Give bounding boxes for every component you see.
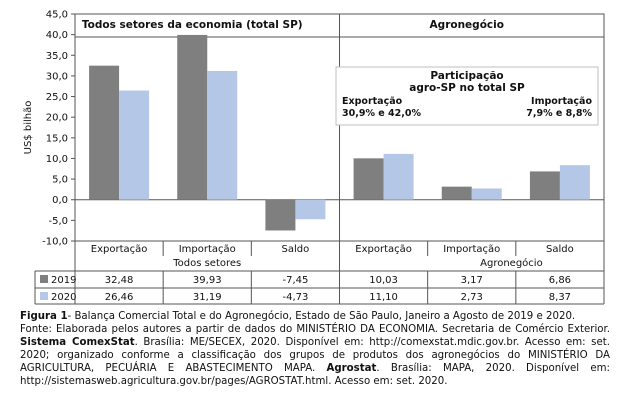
- y-tick-label: 20,0: [46, 113, 68, 124]
- bar-2020-3: [383, 153, 414, 200]
- group-label-total: Todos setores: [172, 258, 241, 269]
- y-tick-label: 30,0: [46, 71, 68, 82]
- table-value-2019: 3,17: [461, 275, 483, 286]
- bar-2020-0: [119, 90, 150, 200]
- y-tick-label: -10,0: [42, 237, 68, 248]
- category-label: Importação: [179, 244, 236, 255]
- y-tick-label: 45,0: [46, 10, 68, 21]
- table-value-2019: -7,45: [282, 275, 308, 286]
- table-value-2020: -4,73: [282, 292, 308, 303]
- y-tick-label: 15,0: [46, 133, 68, 144]
- annotation-left-1: Exportação: [342, 96, 403, 107]
- chart: -10,0 -5,0 0,0 5,0 10,0 15,0 20,0 25,0 30,0 35,0 4…: [23, 10, 605, 305]
- y-tick-label: 40,0: [46, 30, 68, 41]
- annotation-right-1: Importação: [531, 96, 592, 107]
- annotation-right-2: 7,9% e 8,8%: [526, 108, 592, 119]
- category-label: Saldo: [282, 244, 310, 255]
- category-label: Saldo: [546, 244, 574, 255]
- y-tick-label: 10,0: [46, 154, 68, 165]
- bar-2019-2: [265, 199, 296, 231]
- legend-label-2019: 2019: [51, 275, 76, 286]
- bar-2020-1: [207, 70, 238, 200]
- source-text-1: Fonte: Elaborada pelos autores a partir …: [20, 324, 610, 335]
- bar-2020-4: [471, 188, 502, 200]
- source-text-3: . Brasília: MAPA, 2020. Disponível em: h…: [20, 363, 610, 387]
- source-bold-1: Sistema ComexStat: [20, 337, 135, 348]
- annotation-box: [335, 66, 599, 126]
- y-tick-label: 25,0: [46, 92, 68, 103]
- y-tick-label: -5,0: [48, 216, 68, 227]
- bar-2020-5: [559, 165, 590, 200]
- table-value-2020: 26,46: [105, 292, 134, 303]
- bar-2019-3: [353, 158, 384, 200]
- figure-title: - Balança Comercial Total e do Agronegóc…: [67, 311, 576, 322]
- y-axis-label: US$ bilhão: [23, 101, 34, 155]
- bar-2019-1: [177, 34, 208, 200]
- annotation-title-2: agro-SP no total SP: [409, 82, 525, 94]
- source-bold-2: Agrostat: [326, 363, 377, 374]
- annotation-left-2: 30,9% e 42,0%: [342, 108, 421, 119]
- bar-2019-5: [529, 171, 560, 200]
- y-tick-label: 5,0: [52, 175, 68, 186]
- category-label: Exportação: [355, 244, 412, 255]
- table-value-2020: 31,19: [193, 292, 222, 303]
- legend-swatch-2019: [40, 275, 48, 283]
- table-value-2019: 39,93: [193, 275, 222, 286]
- bar-2020-2: [295, 199, 326, 220]
- legend-label-2020: 2020: [51, 292, 76, 303]
- category-label: Exportação: [91, 244, 148, 255]
- group-header-total: Todos setores da economia (total SP): [82, 19, 303, 31]
- figure-label: Figura 1: [20, 311, 68, 322]
- table-value-2020: 11,10: [369, 292, 398, 303]
- figure-caption: Figura 1- Balança Comercial Total e do A…: [20, 310, 610, 388]
- bar-2019-0: [89, 65, 120, 200]
- y-tick-label: 0,0: [52, 195, 68, 206]
- table-value-2019: 32,48: [105, 275, 134, 286]
- source-text-2: . Brasília: ME/SECEX, 2020. Disponível e…: [20, 337, 610, 374]
- category-label: Importação: [443, 244, 500, 255]
- table-value-2020: 2,73: [461, 292, 483, 303]
- table-value-2019: 10,03: [369, 275, 398, 286]
- table-value-2019: 6,86: [549, 275, 571, 286]
- annotation-title-1: Participação: [430, 70, 503, 82]
- y-tick-label: 35,0: [46, 51, 68, 62]
- group-header-agro: Agronegócio: [430, 19, 504, 31]
- group-label-agro: Agronegócio: [480, 257, 543, 269]
- bar-2019-4: [441, 186, 472, 200]
- legend-swatch-2020: [40, 292, 48, 300]
- table-value-2020: 8,37: [549, 292, 571, 303]
